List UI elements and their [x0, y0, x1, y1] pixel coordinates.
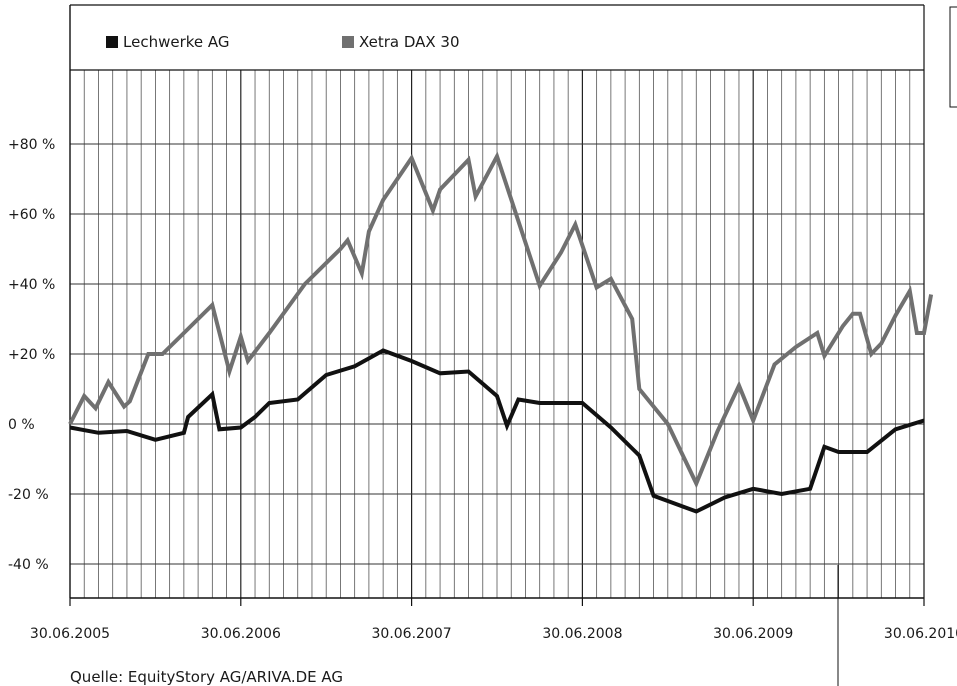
y-axis-tick-labels: -40 % -20 % 0 % +20 % +40 % +60 % +80 % [8, 137, 55, 573]
x-tick-label: 30.06.2009 [713, 626, 793, 642]
y-tick-label: +80 % [8, 137, 55, 153]
legend-swatch [106, 36, 118, 48]
x-tick-label: 30.06.2006 [201, 626, 281, 642]
legend-label: Xetra DAX 30 [359, 33, 460, 51]
y-tick-label: 0 % [8, 417, 35, 433]
plot-frame [69, 4, 925, 606]
decorations [837, 6, 957, 686]
series-line [68, 151, 934, 489]
vertical-gridlines [83, 70, 911, 598]
side-panel-edge [949, 6, 957, 108]
x-axis-tick-labels: 30.06.2005 30.06.2006 30.06.2007 30.06.2008… [30, 626, 957, 642]
x-tick-label: 30.06.2005 [30, 626, 110, 642]
y-tick-label: +20 % [8, 347, 55, 363]
y-tick-label: +40 % [8, 277, 55, 293]
source-caption: Quelle: EquityStory AG/ARIVA.DE AG [70, 668, 344, 686]
x-tick-label: 30.06.2007 [372, 626, 452, 642]
y-tick-label: -20 % [8, 487, 49, 503]
x-tick-label: 30.06.2010 [884, 626, 957, 642]
series-line [69, 348, 925, 514]
legend: Lechwerke AG Xetra DAX 30 [106, 33, 460, 51]
y-tick-label: -40 % [8, 557, 49, 573]
series-layer [68, 151, 934, 514]
y-tick-label: +60 % [8, 207, 55, 223]
legend-swatch [342, 36, 354, 48]
horizontal-gridlines [70, 143, 924, 565]
x-tick-label: 30.06.2008 [542, 626, 622, 642]
legend-label: Lechwerke AG [123, 33, 230, 51]
